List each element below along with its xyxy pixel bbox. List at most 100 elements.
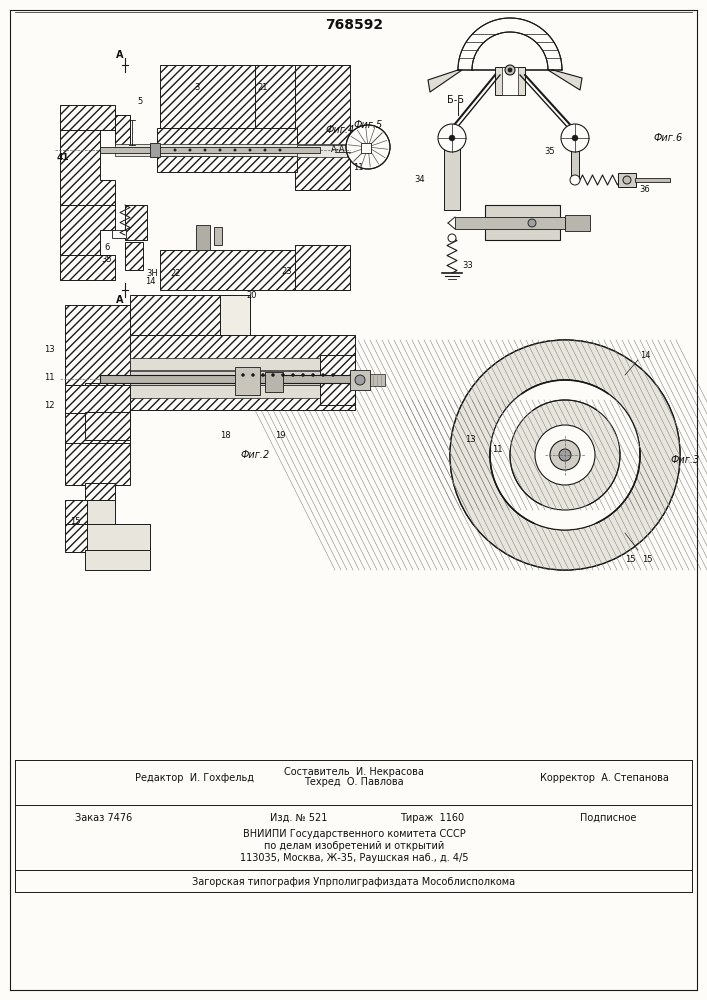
- Circle shape: [490, 380, 640, 530]
- Polygon shape: [458, 18, 562, 70]
- Polygon shape: [458, 18, 562, 70]
- Bar: [130, 371, 355, 385]
- Circle shape: [448, 234, 456, 242]
- Circle shape: [570, 175, 580, 185]
- Text: Техред  О. Павлова: Техред О. Павлова: [304, 777, 404, 787]
- Text: 41: 41: [57, 153, 69, 162]
- Text: 5: 5: [137, 98, 143, 106]
- Circle shape: [559, 449, 571, 461]
- Polygon shape: [428, 70, 462, 92]
- Bar: [444, 138, 460, 210]
- Text: 11: 11: [353, 162, 363, 172]
- Text: 36: 36: [640, 186, 650, 194]
- Bar: [157, 156, 297, 172]
- Bar: [115, 115, 130, 145]
- Bar: [65, 524, 87, 552]
- Bar: [214, 227, 222, 245]
- Circle shape: [234, 149, 236, 151]
- Circle shape: [174, 149, 176, 151]
- Circle shape: [252, 373, 255, 376]
- Text: 34: 34: [415, 176, 426, 184]
- Text: 21: 21: [258, 84, 268, 93]
- Bar: [297, 145, 347, 157]
- Text: 3: 3: [194, 84, 199, 93]
- Bar: [295, 65, 350, 190]
- Bar: [130, 385, 355, 398]
- Bar: [85, 550, 150, 570]
- Circle shape: [301, 373, 305, 376]
- Text: Редактор  И. Гохфельд: Редактор И. Гохфельд: [135, 773, 254, 783]
- Text: Изд. № 521: Изд. № 521: [270, 813, 327, 823]
- Circle shape: [204, 149, 206, 151]
- Circle shape: [535, 425, 595, 485]
- Text: А: А: [116, 295, 124, 305]
- Circle shape: [508, 68, 512, 72]
- Bar: [130, 358, 355, 370]
- Polygon shape: [548, 70, 582, 90]
- Bar: [160, 250, 295, 290]
- Text: по делам изобретений и открытий: по делам изобретений и открытий: [264, 841, 444, 851]
- Bar: [295, 245, 350, 290]
- Circle shape: [355, 375, 365, 385]
- Bar: [618, 173, 636, 187]
- Text: Заказ 7476: Заказ 7476: [75, 813, 132, 823]
- Text: 113035, Москва, Ж-35, Раушская наб., д. 4/5: 113035, Москва, Ж-35, Раушская наб., д. …: [240, 853, 468, 863]
- Text: 13: 13: [464, 436, 475, 444]
- Bar: [130, 388, 355, 410]
- Circle shape: [572, 135, 578, 141]
- Text: ВНИИПИ Государственного комитета СССР: ВНИИПИ Государственного комитета СССР: [243, 829, 465, 839]
- Circle shape: [450, 340, 680, 570]
- Text: 33: 33: [462, 260, 474, 269]
- Text: 12: 12: [44, 400, 54, 410]
- Text: 768592: 768592: [325, 18, 383, 32]
- Text: 14: 14: [640, 351, 650, 360]
- Bar: [112, 230, 126, 238]
- Circle shape: [312, 373, 315, 376]
- Bar: [635, 178, 670, 182]
- Bar: [65, 500, 87, 528]
- Circle shape: [490, 380, 640, 530]
- Bar: [65, 413, 130, 445]
- Text: 23: 23: [281, 267, 292, 276]
- Circle shape: [189, 149, 191, 151]
- Bar: [320, 355, 355, 405]
- Bar: [455, 217, 565, 229]
- Text: 15: 15: [642, 556, 653, 564]
- Circle shape: [528, 219, 536, 227]
- Circle shape: [510, 400, 620, 510]
- Bar: [85, 383, 115, 405]
- Bar: [265, 372, 283, 392]
- Bar: [125, 242, 143, 270]
- Text: 18: 18: [220, 430, 230, 440]
- Text: 13: 13: [44, 346, 54, 355]
- Text: 6: 6: [105, 243, 110, 252]
- Circle shape: [450, 340, 680, 570]
- Text: Корректор  А. Степанова: Корректор А. Степанова: [540, 773, 669, 783]
- Bar: [350, 370, 370, 390]
- Bar: [130, 335, 355, 360]
- Bar: [160, 65, 315, 130]
- Circle shape: [332, 373, 334, 376]
- Text: Фиг.6: Фиг.6: [653, 133, 683, 143]
- Circle shape: [249, 149, 251, 151]
- Text: Подписное: Подписное: [580, 813, 636, 823]
- Text: 11: 11: [44, 372, 54, 381]
- Bar: [220, 295, 250, 335]
- Bar: [115, 144, 345, 156]
- Text: 11: 11: [492, 446, 502, 454]
- Text: 15: 15: [70, 518, 81, 526]
- Bar: [235, 367, 260, 395]
- Bar: [85, 483, 115, 505]
- Circle shape: [262, 373, 264, 376]
- Bar: [571, 136, 579, 180]
- Polygon shape: [60, 255, 115, 280]
- Bar: [485, 205, 560, 240]
- Text: 3Н: 3Н: [146, 268, 158, 277]
- Bar: [130, 295, 225, 335]
- Bar: [565, 215, 590, 231]
- Bar: [100, 375, 355, 383]
- Text: 14: 14: [145, 277, 156, 286]
- Text: 35: 35: [102, 255, 112, 264]
- Text: Фиг.2: Фиг.2: [240, 450, 269, 460]
- Circle shape: [322, 373, 325, 376]
